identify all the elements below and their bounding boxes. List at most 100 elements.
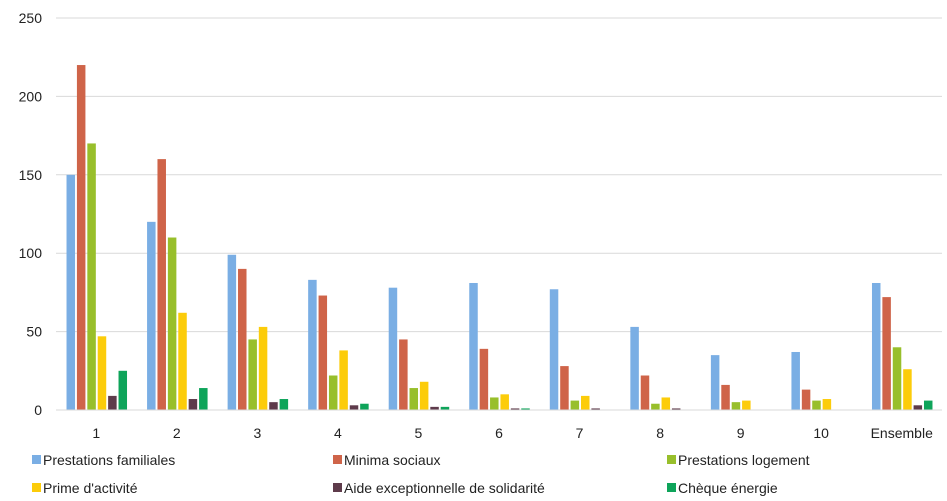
- x-tick-label: Ensemble: [871, 425, 933, 441]
- bar: [328, 375, 338, 410]
- bar: [882, 297, 891, 410]
- bar: [87, 143, 96, 410]
- legend-label: Prestations familiales: [43, 452, 175, 468]
- bar: [479, 348, 489, 410]
- bar: [97, 336, 107, 410]
- x-tick-label: 7: [576, 425, 584, 441]
- bar: [248, 339, 257, 410]
- bar: [490, 397, 499, 410]
- y-tick-label: 50: [26, 324, 42, 340]
- bar: [923, 400, 933, 410]
- legend-item: Prestations familiales: [32, 452, 175, 468]
- bar: [147, 221, 156, 410]
- x-tick-label: 4: [334, 425, 342, 441]
- bar: [500, 394, 509, 410]
- bar: [469, 282, 478, 410]
- bar: [630, 326, 639, 410]
- bar: [167, 237, 177, 410]
- bar: [227, 254, 237, 410]
- bar: [521, 408, 530, 410]
- bar: [801, 389, 811, 410]
- bar: [580, 395, 590, 410]
- bar: [258, 326, 268, 410]
- bar: [913, 405, 923, 410]
- bar: [388, 287, 398, 410]
- legend-label: Chèque énergie: [678, 480, 778, 496]
- x-tick-label: 2: [173, 425, 181, 441]
- bar: [871, 282, 881, 410]
- bar: [76, 65, 86, 410]
- legend-label: Prestations logement: [678, 452, 810, 468]
- legend-label: Prime d'activité: [43, 480, 138, 496]
- bar: [118, 370, 128, 410]
- legend-swatch: [32, 483, 41, 492]
- bar: [238, 268, 247, 410]
- bar: [409, 388, 419, 410]
- x-tick-label: 6: [495, 425, 503, 441]
- bar: [822, 399, 832, 410]
- bar: [640, 375, 650, 410]
- bar: [188, 399, 198, 410]
- legend-label: Minima sociaux: [344, 452, 440, 468]
- legend-label: Aide exceptionnelle de solidarité: [344, 480, 545, 496]
- x-tick-label: 8: [656, 425, 664, 441]
- bar: [903, 369, 912, 410]
- bar: [349, 405, 359, 410]
- y-tick-label: 100: [19, 245, 43, 261]
- bar: [360, 403, 369, 410]
- bar: [651, 403, 660, 410]
- legend-swatch: [333, 483, 342, 492]
- bar: [308, 279, 317, 410]
- legend-swatch: [333, 455, 342, 464]
- bar: [549, 289, 559, 410]
- bar: [430, 406, 439, 410]
- bar: [560, 366, 569, 410]
- bar: [157, 159, 166, 410]
- bar: [66, 174, 76, 410]
- bar: [671, 408, 681, 410]
- bar: [440, 406, 450, 410]
- x-tick-label: 5: [415, 425, 423, 441]
- bar: [710, 355, 720, 410]
- bar: [419, 381, 429, 410]
- bar: [892, 347, 902, 410]
- x-tick-label: 9: [737, 425, 745, 441]
- bar: [591, 408, 600, 410]
- legend-swatch: [667, 455, 676, 464]
- bars: [66, 65, 933, 410]
- x-axis-tick-labels: 1 2 3 4 5 6 7 8 9 10 Ensemble: [92, 425, 933, 441]
- legend-swatch: [32, 455, 41, 464]
- bar: [108, 395, 117, 410]
- bar: [318, 295, 328, 410]
- y-axis-tick-labels: 0 50 100 150 200 250: [19, 10, 43, 418]
- legend: Prestations familiales Minima sociaux Pres…: [32, 452, 810, 496]
- bar: [731, 402, 741, 410]
- bar: [570, 400, 580, 410]
- bar: [339, 350, 348, 410]
- bar: [279, 399, 289, 410]
- bar: [269, 402, 278, 410]
- x-tick-label: 1: [92, 425, 100, 441]
- bar: [510, 408, 520, 410]
- bar: [812, 400, 821, 410]
- y-tick-label: 0: [34, 402, 42, 418]
- gridlines: [56, 17, 942, 333]
- x-tick-label: 10: [813, 425, 829, 441]
- bar: [178, 312, 187, 410]
- bar: [742, 400, 751, 410]
- x-tick-label: 3: [253, 425, 261, 441]
- bar: [661, 397, 671, 410]
- legend-item: Prestations logement: [667, 452, 810, 468]
- bar: [399, 339, 408, 410]
- legend-item: Chèque énergie: [667, 480, 778, 496]
- bar: [199, 388, 208, 410]
- legend-swatch: [667, 483, 676, 492]
- legend-item: Aide exceptionnelle de solidarité: [333, 480, 545, 496]
- y-tick-label: 200: [19, 88, 43, 104]
- bar: [791, 351, 800, 410]
- y-tick-label: 250: [19, 10, 43, 26]
- y-tick-label: 150: [19, 167, 43, 183]
- legend-item: Minima sociaux: [333, 452, 440, 468]
- bar: [721, 384, 730, 410]
